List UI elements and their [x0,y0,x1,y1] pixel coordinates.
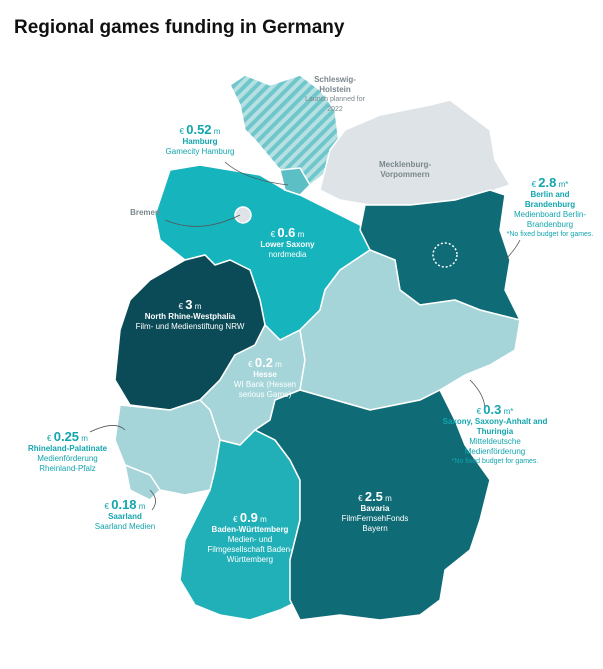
unit: m [385,494,392,503]
region-label: € 0.3 m* Saxony, Saxony-Anhalt and Thurin… [440,402,550,467]
region-label: Bremen [120,208,170,218]
title: Regional games funding in Germany [14,17,345,38]
name: Bremen [130,208,160,217]
region-label: Schleswig-Holstein Launch planned for 20… [300,75,370,115]
hb [234,206,252,224]
mv [319,99,512,206]
currency: € [179,127,184,136]
unit: m* [503,407,514,416]
mid [299,249,521,411]
org: WI Bank (Hessen serious Game) [233,380,297,399]
name: Bavaria [360,504,390,513]
org: FilmFernsehFonds Bayern [341,514,409,533]
unit: m [194,302,202,311]
region-label: € 0.18 m Saarland Saarland Medien [80,497,170,532]
unit: m [138,502,146,511]
currency: € [531,180,537,189]
org: Saarland Medien [94,522,156,531]
name: Hamburg [182,137,218,146]
org: Film- und Medienstiftung NRW [135,322,245,331]
org: Medienförderung Rheinland-Pfalz [37,454,98,473]
amount: 2.5 [364,489,383,504]
note: *No fixed budget for games. [506,231,594,238]
currency: € [358,494,363,503]
region-label: € 3 m North Rhine-Westphalia Film- und Me… [125,297,255,332]
amount: 0.9 [239,510,258,525]
org: Medien- und Filmgesellschaft Baden-Württ… [207,535,293,564]
name: Berlin and Brandenburg [524,190,576,209]
amount: 3 [185,297,193,312]
region-label: € 2.5 m Bavaria FilmFernsehFonds Bayern [330,489,420,534]
currency: € [178,302,184,311]
org: Mitteldeutsche Medienförderung [464,437,526,456]
by [253,388,491,621]
amount: 0.18 [111,497,137,512]
unit: m [81,434,88,443]
unit: m [260,515,267,524]
region-label: € 0.25 m Rhineland-Palatinate Medienförde… [20,429,115,474]
org: nordmedia [268,250,307,259]
unit: m [275,360,282,369]
amount: 2.8 [538,175,557,190]
callouts [89,161,521,511]
region-label: € 2.8 m* Berlin and Brandenburg Medienboa… [505,175,595,240]
amount: 0.6 [277,225,296,240]
unit: m [297,230,305,239]
name: Rhineland-Palatinate [27,444,108,453]
name: Saxony, Saxony-Anhalt and Thuringia [442,417,548,436]
unit: m [213,127,221,136]
states [114,74,522,621]
name: Mecklenburg-Vorpommern [378,160,431,179]
region-label: € 0.2 m Hesse WI Bank (Hessen serious Gam… [225,355,305,400]
hh [279,167,311,196]
org: Medienboard Berlin-Brandenburg [513,210,587,229]
region-label: € 0.9 m Baden-Württemberg Medien- und Fil… [200,510,300,565]
currency: € [104,502,109,511]
unit: m* [558,180,569,189]
org: Gamecity Hamburg [165,147,235,156]
name: Schleswig-Holstein [314,75,356,94]
name: Lower Saxony [260,240,315,249]
region-label: Mecklenburg-Vorpommern [360,160,450,180]
currency: € [476,407,482,416]
name: North Rhine-Westphalia [144,312,236,321]
region-label: € 0.52 m Hamburg Gamecity Hamburg [150,122,250,157]
currency: € [248,360,253,369]
name: Saarland [108,512,142,521]
region-label: € 0.6 m Lower Saxony nordmedia [245,225,330,260]
name: Hesse [253,370,277,379]
note: Launch planned for 2022 [305,96,365,113]
currency: € [270,230,276,239]
amount: 0.52 [186,122,212,137]
currency: € [47,434,52,443]
amount: 0.3 [483,402,502,417]
berlin [432,242,458,268]
note: *No fixed budget for games. [451,458,539,465]
amount: 0.2 [254,355,273,370]
amount: 0.25 [53,429,80,444]
name: Baden-Württemberg [211,525,289,534]
currency: € [233,515,238,524]
